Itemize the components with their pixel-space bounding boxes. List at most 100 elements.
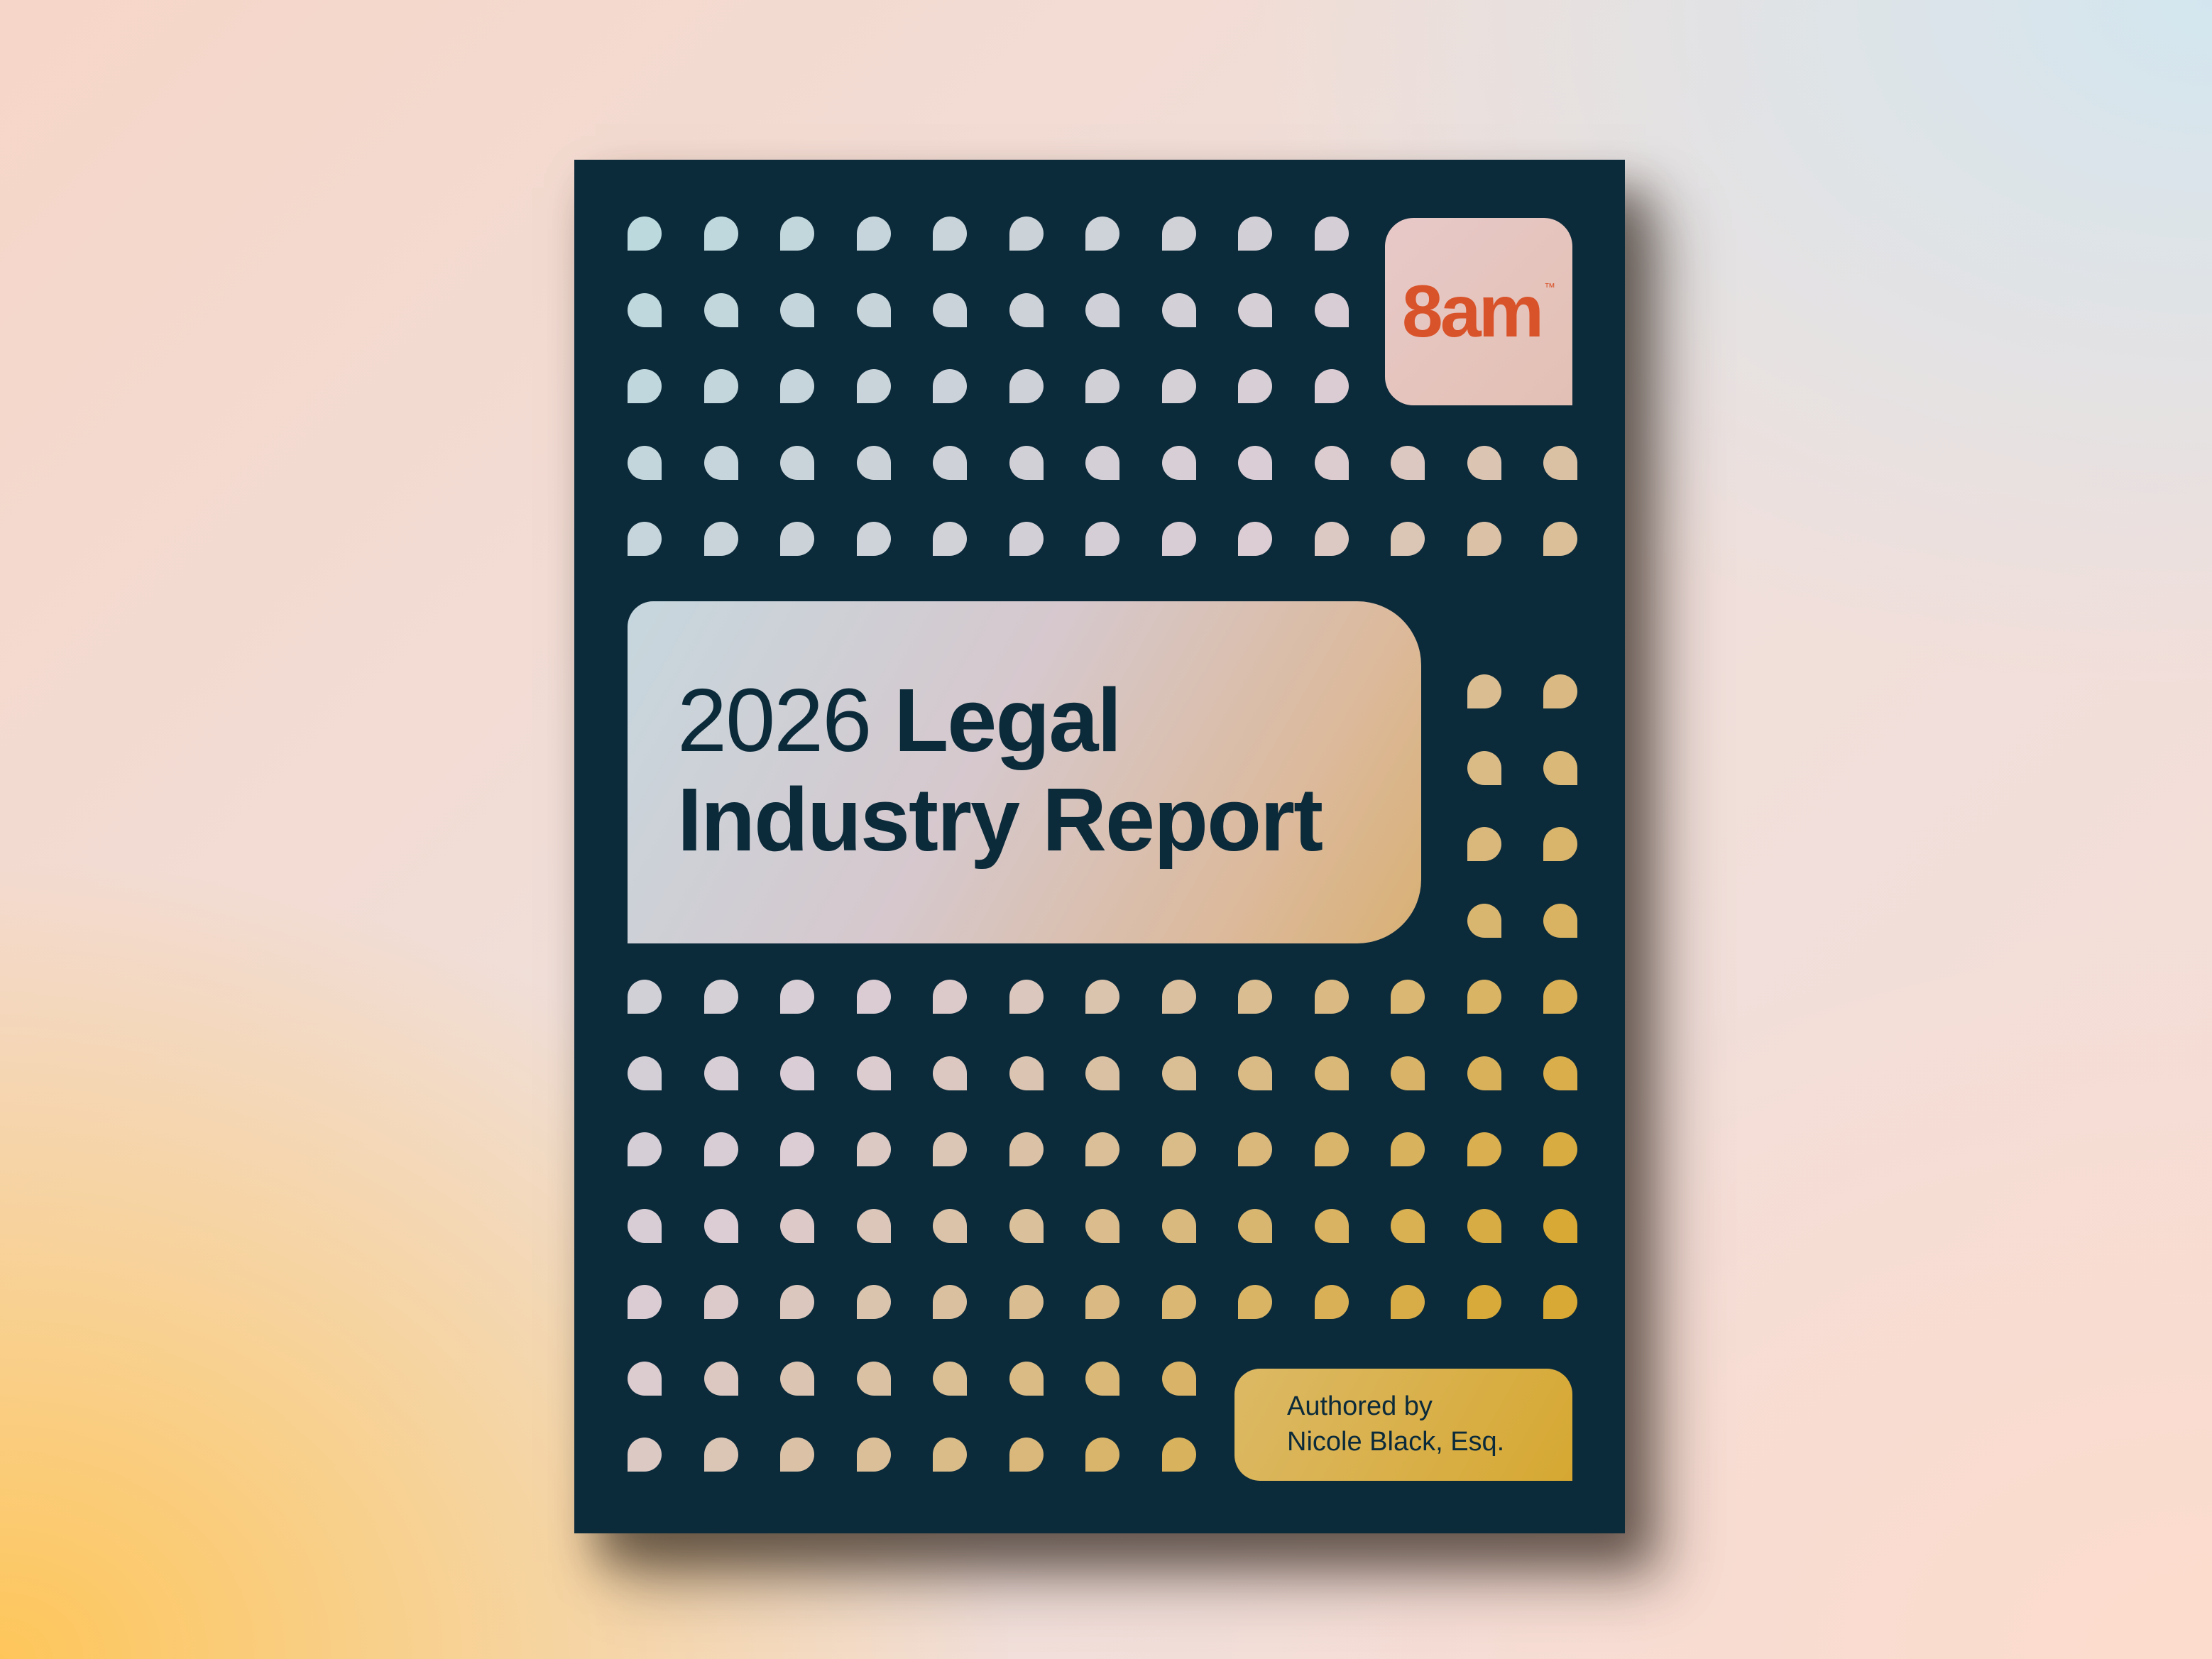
pattern-dot [1085, 445, 1119, 480]
pattern-dot [1085, 1361, 1119, 1396]
pattern-dot [1314, 292, 1349, 327]
pattern-dot [703, 1208, 738, 1243]
pattern-dot [1161, 1208, 1196, 1243]
pattern-dot [1314, 522, 1349, 556]
pattern-dot [703, 1056, 738, 1090]
pattern-dot [933, 1438, 967, 1472]
pattern-dot [933, 292, 967, 327]
pattern-dot [628, 1285, 662, 1319]
pattern-dot [703, 1285, 738, 1319]
author-label: Authored by [1287, 1391, 1433, 1421]
pattern-dot [856, 369, 891, 403]
title-line2: Industry Report [677, 770, 1323, 870]
pattern-dot [1467, 827, 1501, 861]
pattern-dot [1467, 903, 1501, 938]
pattern-dot [1467, 445, 1501, 480]
pattern-dot [856, 980, 891, 1014]
pattern-dot [1009, 217, 1044, 251]
pattern-dot [1391, 522, 1425, 556]
pattern-dot [1314, 1285, 1349, 1319]
pattern-dot [856, 1056, 891, 1090]
pattern-dot [933, 1361, 967, 1396]
pattern-dot [1085, 1285, 1119, 1319]
pattern-dot [1238, 1208, 1272, 1243]
pattern-dot [1238, 1056, 1272, 1090]
pattern-dot [1161, 1361, 1196, 1396]
pattern-dot [1085, 1132, 1119, 1166]
author-name: Nicole Black, Esq. [1287, 1427, 1505, 1457]
pattern-dot [1543, 1132, 1577, 1166]
pattern-dot [1085, 1208, 1119, 1243]
pattern-dot [628, 522, 662, 556]
pattern-dot [1391, 1132, 1425, 1166]
pattern-dot [933, 1132, 967, 1166]
pattern-dot [1543, 750, 1577, 785]
pattern-dot [856, 1132, 891, 1166]
pattern-dot [780, 980, 814, 1014]
pattern-dot [1085, 980, 1119, 1014]
pattern-dot [1314, 1132, 1349, 1166]
pattern-dot [780, 369, 814, 403]
title-line1: Legal [894, 670, 1122, 770]
pattern-dot [1085, 369, 1119, 403]
pattern-dot [933, 217, 967, 251]
pattern-dot [856, 217, 891, 251]
pattern-dot [780, 1285, 814, 1319]
pattern-dot [1238, 217, 1272, 251]
pattern-dot [933, 369, 967, 403]
pattern-dot [1238, 980, 1272, 1014]
pattern-dot [780, 1208, 814, 1243]
pattern-dot [1161, 980, 1196, 1014]
pattern-dot [856, 445, 891, 480]
pattern-dot [1161, 445, 1196, 480]
pattern-dot [1467, 750, 1501, 785]
pattern-dot [1161, 1056, 1196, 1090]
author-credit: Authored by Nicole Black, Esq. [1287, 1389, 1504, 1460]
pattern-dot [856, 1208, 891, 1243]
pattern-dot [703, 1361, 738, 1396]
pattern-dot [1238, 1285, 1272, 1319]
pattern-dot [1543, 903, 1577, 938]
logo-wordmark: 8am [1401, 270, 1544, 353]
pattern-dot [1314, 445, 1349, 480]
pattern-dot [628, 1208, 662, 1243]
pattern-dot [628, 217, 662, 251]
pattern-dot [1467, 980, 1501, 1014]
pattern-dot [1085, 1056, 1119, 1090]
pattern-dot [628, 1132, 662, 1166]
pattern-dot [1467, 674, 1501, 708]
pattern-dot [1467, 1056, 1501, 1090]
brand-logo: 8am ™ [1385, 218, 1572, 405]
author-panel: Authored by Nicole Black, Esq. [1234, 1369, 1572, 1481]
pattern-dot [703, 292, 738, 327]
pattern-dot [628, 1056, 662, 1090]
pattern-dot [933, 445, 967, 480]
pattern-dot [1391, 980, 1425, 1014]
pattern-dot [703, 1132, 738, 1166]
pattern-dot [933, 980, 967, 1014]
title-year: 2026 [677, 670, 872, 770]
pattern-dot [780, 1438, 814, 1472]
pattern-dot [780, 522, 814, 556]
pattern-dot [703, 1438, 738, 1472]
pattern-dot [1161, 369, 1196, 403]
pattern-dot [856, 1285, 891, 1319]
pattern-dot [628, 980, 662, 1014]
pattern-dot [1085, 1438, 1119, 1472]
pattern-dot [1009, 1208, 1044, 1243]
pattern-dot [1009, 1056, 1044, 1090]
pattern-dot [1314, 369, 1349, 403]
pattern-dot [780, 1132, 814, 1166]
pattern-dot [1009, 1361, 1044, 1396]
pattern-dot [1391, 445, 1425, 480]
pattern-dot [933, 1056, 967, 1090]
pattern-dot [1009, 980, 1044, 1014]
pattern-dot [1009, 292, 1044, 327]
pattern-dot [628, 1361, 662, 1396]
pattern-dot [1543, 674, 1577, 708]
pattern-dot [1314, 217, 1349, 251]
pattern-dot [1161, 1438, 1196, 1472]
report-title: 2026 Legal Industry Report [677, 670, 1323, 870]
pattern-dot [628, 292, 662, 327]
pattern-dot [933, 522, 967, 556]
